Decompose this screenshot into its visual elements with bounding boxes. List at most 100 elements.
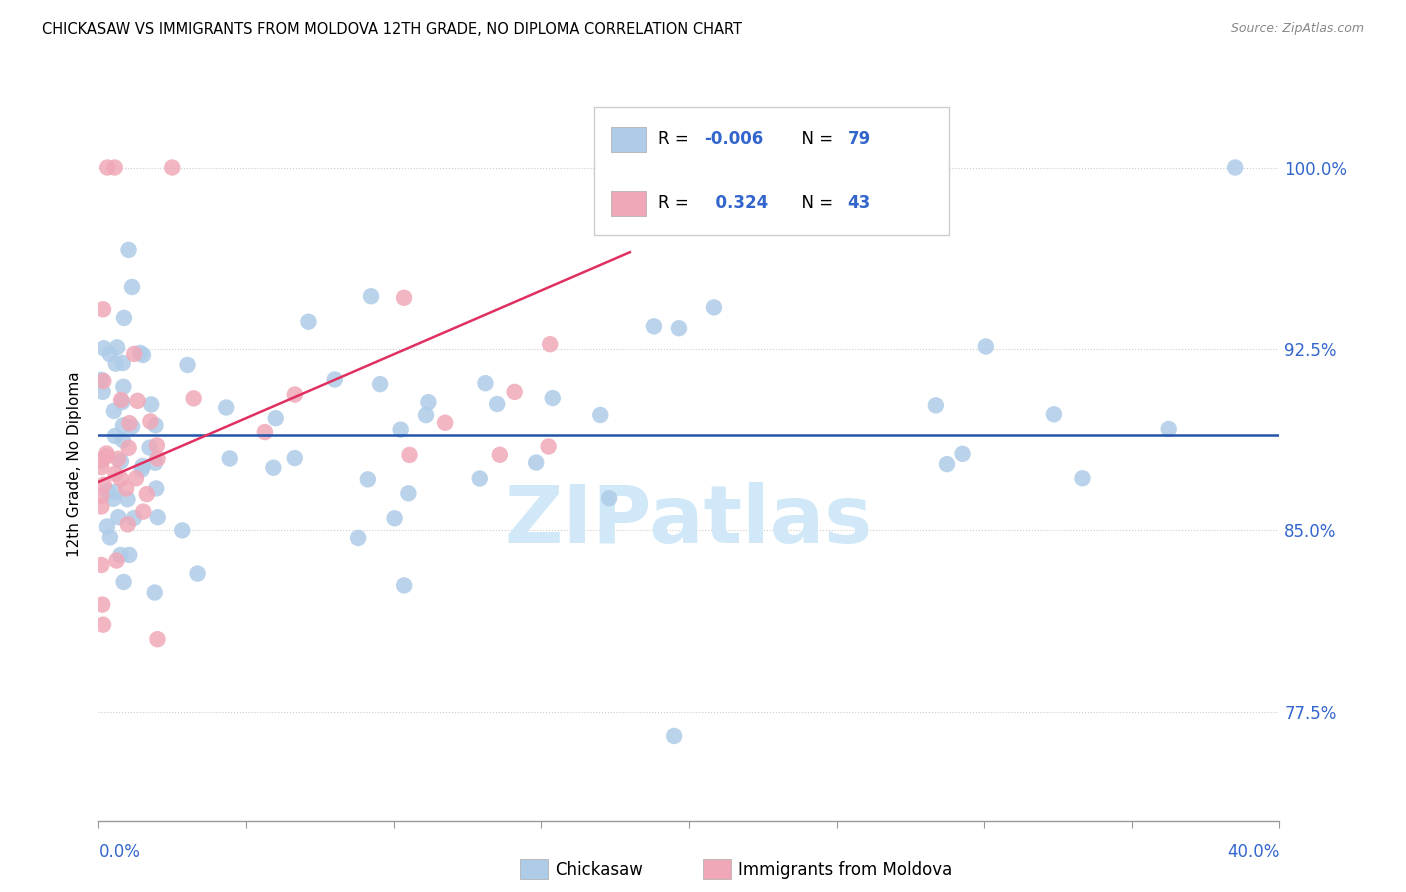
Point <box>117 492 139 507</box>
Point <box>111 356 134 370</box>
Point <box>643 319 665 334</box>
Point <box>952 447 974 461</box>
Point <box>104 357 127 371</box>
Point <box>110 392 132 407</box>
Point <box>396 486 419 500</box>
Point <box>90 558 112 572</box>
Text: -0.006: -0.006 <box>704 130 763 148</box>
Point <box>703 301 725 315</box>
Point <box>360 289 382 303</box>
Point <box>538 337 561 351</box>
Point <box>110 472 132 486</box>
Point <box>474 376 496 391</box>
Point <box>1071 471 1094 485</box>
Point <box>105 340 128 354</box>
Point <box>91 302 114 317</box>
Point <box>90 489 112 503</box>
Point <box>925 398 948 412</box>
Text: N =: N = <box>792 194 838 212</box>
Point <box>434 416 457 430</box>
Point <box>104 161 127 175</box>
Point <box>598 491 620 506</box>
Point <box>104 467 127 481</box>
Point <box>122 347 145 361</box>
Text: Chickasaw: Chickasaw <box>555 861 644 879</box>
Point <box>524 456 547 470</box>
Point <box>104 429 127 443</box>
Point <box>172 524 194 538</box>
Point <box>253 425 276 439</box>
Point <box>384 511 406 525</box>
Point <box>668 321 690 335</box>
Point <box>215 401 238 415</box>
Point <box>145 418 167 433</box>
Point <box>297 315 319 329</box>
Point <box>1157 422 1180 436</box>
Point <box>146 438 169 452</box>
Text: 0.0%: 0.0% <box>98 843 141 861</box>
Text: R =: R = <box>658 130 693 148</box>
Point <box>664 729 686 743</box>
Point <box>503 384 526 399</box>
Point <box>90 373 112 387</box>
Point <box>91 384 114 399</box>
Point <box>103 491 125 506</box>
Point <box>486 397 509 411</box>
Point <box>415 408 437 422</box>
Point <box>96 161 118 175</box>
Point <box>139 414 162 428</box>
Point <box>218 451 240 466</box>
Point <box>90 453 112 467</box>
Point <box>146 451 169 466</box>
Point <box>93 341 115 355</box>
Point <box>96 449 118 463</box>
Point <box>418 395 440 409</box>
Point <box>103 404 125 418</box>
Point <box>93 477 115 491</box>
Text: ZIPatlas: ZIPatlas <box>505 482 873 560</box>
Point <box>541 391 564 405</box>
Text: 43: 43 <box>848 194 870 212</box>
Y-axis label: 12th Grade, No Diploma: 12th Grade, No Diploma <box>67 371 83 557</box>
Point <box>112 574 135 589</box>
Point <box>125 471 148 485</box>
Point <box>145 482 167 496</box>
Point <box>974 339 997 353</box>
Point <box>96 519 118 533</box>
Point <box>264 411 287 425</box>
Point <box>90 460 112 475</box>
Point <box>91 374 114 388</box>
Point <box>392 291 415 305</box>
Text: Source: ZipAtlas.com: Source: ZipAtlas.com <box>1230 22 1364 36</box>
Point <box>110 548 132 562</box>
Point <box>936 457 959 471</box>
Point <box>143 456 166 470</box>
Point <box>111 395 134 409</box>
Point <box>183 392 205 406</box>
Point <box>117 441 139 455</box>
Point <box>143 585 166 599</box>
Text: 40.0%: 40.0% <box>1227 843 1279 861</box>
Point <box>389 423 412 437</box>
Point <box>132 348 155 362</box>
Point <box>112 380 135 394</box>
Text: 0.324: 0.324 <box>704 194 768 212</box>
Point <box>118 548 141 562</box>
Point <box>138 441 160 455</box>
Point <box>347 531 370 545</box>
Point <box>129 346 152 360</box>
Point <box>121 419 143 434</box>
Point <box>488 448 510 462</box>
Point <box>187 566 209 581</box>
Text: R =: R = <box>658 194 693 212</box>
Point <box>96 446 118 460</box>
Point <box>110 454 132 468</box>
Point <box>107 510 129 524</box>
Point <box>398 448 420 462</box>
Point <box>118 416 141 430</box>
Point <box>107 451 129 466</box>
Point <box>146 632 169 647</box>
Point <box>112 418 135 433</box>
Point <box>105 553 128 567</box>
Point <box>131 462 153 476</box>
